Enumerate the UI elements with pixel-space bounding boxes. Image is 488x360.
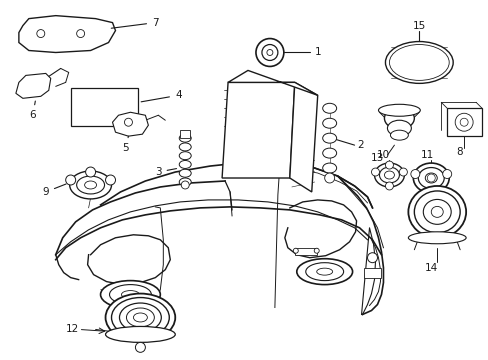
Text: 1: 1 (314, 48, 321, 58)
Circle shape (385, 161, 393, 169)
Ellipse shape (425, 173, 436, 183)
Ellipse shape (316, 268, 332, 275)
Ellipse shape (69, 171, 111, 199)
Circle shape (37, 30, 45, 37)
Ellipse shape (386, 120, 410, 136)
Text: 8: 8 (455, 147, 462, 157)
Circle shape (459, 118, 467, 126)
Ellipse shape (385, 41, 452, 84)
Ellipse shape (179, 169, 191, 177)
Circle shape (367, 253, 377, 263)
Circle shape (371, 168, 379, 176)
Circle shape (65, 175, 76, 185)
Ellipse shape (84, 181, 96, 189)
Text: 7: 7 (111, 18, 158, 28)
Ellipse shape (101, 280, 160, 309)
Circle shape (410, 170, 419, 179)
Polygon shape (227, 71, 317, 95)
Circle shape (124, 118, 132, 126)
Polygon shape (19, 15, 115, 53)
Circle shape (293, 248, 298, 253)
Polygon shape (289, 82, 317, 192)
Polygon shape (112, 112, 148, 136)
Ellipse shape (430, 206, 442, 217)
Ellipse shape (417, 167, 443, 189)
Ellipse shape (384, 171, 394, 179)
Ellipse shape (407, 186, 465, 238)
Text: 14: 14 (424, 263, 437, 273)
Circle shape (135, 342, 145, 352)
Ellipse shape (384, 107, 413, 129)
Circle shape (324, 173, 334, 183)
Polygon shape (16, 73, 51, 98)
Ellipse shape (423, 199, 450, 224)
Ellipse shape (374, 163, 404, 187)
Text: 10: 10 (376, 150, 389, 160)
Text: 6: 6 (29, 101, 36, 120)
Ellipse shape (407, 232, 465, 244)
Circle shape (105, 175, 115, 185)
Text: 3: 3 (155, 167, 176, 177)
Circle shape (427, 174, 434, 182)
Ellipse shape (77, 176, 104, 194)
Circle shape (77, 30, 84, 37)
Ellipse shape (413, 191, 459, 233)
Ellipse shape (119, 303, 161, 332)
Ellipse shape (133, 313, 147, 322)
Ellipse shape (105, 293, 175, 341)
Circle shape (442, 170, 451, 179)
Ellipse shape (179, 134, 191, 142)
Text: 12: 12 (65, 324, 79, 334)
Ellipse shape (296, 259, 352, 285)
Text: 5: 5 (122, 136, 128, 153)
Circle shape (385, 182, 393, 190)
Circle shape (85, 167, 95, 177)
Ellipse shape (179, 161, 191, 168)
Ellipse shape (379, 167, 399, 183)
Ellipse shape (322, 118, 336, 128)
Ellipse shape (109, 285, 151, 305)
Polygon shape (222, 82, 294, 178)
Circle shape (266, 50, 272, 55)
Ellipse shape (179, 178, 191, 186)
Text: 13: 13 (370, 153, 384, 163)
Text: 4: 4 (141, 90, 181, 102)
Bar (447, 108, 481, 136)
Circle shape (181, 181, 189, 189)
Bar (71, 88, 138, 126)
Ellipse shape (126, 308, 154, 327)
Ellipse shape (179, 152, 191, 160)
Ellipse shape (322, 103, 336, 113)
Ellipse shape (412, 163, 448, 193)
Bar (180, 130, 190, 138)
Circle shape (314, 248, 319, 253)
Ellipse shape (389, 130, 407, 140)
Text: 2: 2 (357, 140, 364, 150)
Bar (363, 268, 381, 278)
Circle shape (255, 39, 283, 67)
Ellipse shape (322, 133, 336, 143)
Circle shape (262, 45, 277, 60)
Ellipse shape (322, 148, 336, 158)
Text: 9: 9 (42, 184, 66, 197)
Polygon shape (56, 160, 384, 315)
Circle shape (399, 168, 407, 176)
Text: 11: 11 (420, 150, 433, 160)
Ellipse shape (378, 104, 420, 116)
Ellipse shape (388, 45, 448, 80)
Ellipse shape (105, 327, 175, 342)
Bar (294, 248, 316, 255)
Text: 15: 15 (412, 21, 425, 31)
Ellipse shape (179, 143, 191, 151)
Ellipse shape (322, 163, 336, 173)
Ellipse shape (305, 263, 343, 280)
Ellipse shape (121, 291, 139, 298)
Circle shape (454, 113, 472, 131)
Ellipse shape (111, 298, 169, 337)
